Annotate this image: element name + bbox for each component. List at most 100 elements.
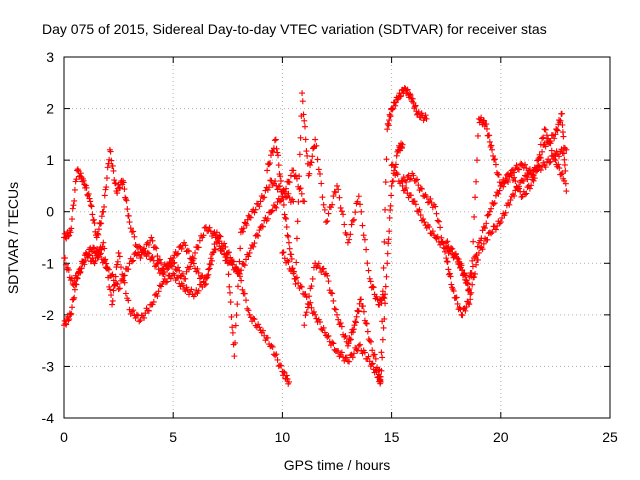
data-point <box>522 161 529 168</box>
data-point <box>232 339 239 346</box>
data-point <box>371 351 378 358</box>
data-point <box>286 245 293 252</box>
data-point <box>267 160 274 167</box>
data-point <box>347 336 354 343</box>
data-point <box>205 266 212 273</box>
data-point <box>336 194 343 201</box>
data-point <box>366 337 373 344</box>
data-point <box>321 206 328 213</box>
data-point <box>526 166 533 173</box>
data-point <box>353 346 360 353</box>
data-point <box>234 266 241 273</box>
data-point <box>259 327 266 334</box>
data-point <box>338 349 345 356</box>
data-point <box>66 316 73 323</box>
x-axis: 0 5 10 15 20 25 <box>60 57 618 445</box>
data-point <box>91 220 98 227</box>
data-point <box>486 208 493 215</box>
data-point <box>121 272 128 279</box>
data-point <box>343 354 350 361</box>
data-point <box>338 323 345 330</box>
data-point <box>412 201 419 208</box>
data-point <box>107 286 114 293</box>
data-point <box>385 236 392 243</box>
data-point <box>385 122 392 129</box>
data-point <box>283 215 290 222</box>
data-point <box>110 167 117 174</box>
data-point <box>454 255 461 262</box>
data-point <box>312 311 319 318</box>
data-point <box>298 283 305 290</box>
data-point <box>360 308 367 315</box>
data-point <box>250 315 257 322</box>
data-point <box>389 106 396 113</box>
data-point <box>344 239 351 246</box>
data-point <box>472 270 479 277</box>
data-point <box>293 259 300 266</box>
data-point <box>91 245 98 252</box>
data-point <box>556 165 563 172</box>
data-point <box>406 176 413 183</box>
data-point <box>303 309 310 316</box>
y-tick-label: 3 <box>46 49 54 65</box>
data-point <box>110 287 117 294</box>
data-point <box>232 322 239 329</box>
data-point <box>156 256 163 263</box>
data-point <box>149 237 156 244</box>
data-point <box>185 248 192 255</box>
data-point <box>332 306 339 313</box>
data-point <box>284 232 291 239</box>
data-point <box>94 245 101 252</box>
data-point <box>393 169 400 176</box>
data-point <box>376 366 383 373</box>
data-point <box>207 255 214 262</box>
data-point <box>355 342 362 349</box>
data-point <box>403 178 410 185</box>
data-point <box>212 246 219 253</box>
data-point <box>283 224 290 231</box>
data-point <box>269 207 276 214</box>
data-point <box>189 257 196 264</box>
data-point <box>284 257 291 264</box>
data-point <box>511 192 518 199</box>
data-point <box>335 186 342 193</box>
data-point <box>98 213 105 220</box>
data-point <box>558 171 565 178</box>
data-point <box>273 351 280 358</box>
data-point <box>363 320 370 327</box>
data-point <box>306 293 313 300</box>
data-point <box>399 182 406 189</box>
data-point <box>195 244 202 251</box>
data-point <box>118 264 125 271</box>
data-point <box>383 156 390 163</box>
data-point <box>369 283 376 290</box>
data-point <box>65 266 72 273</box>
data-point <box>541 126 548 133</box>
data-point <box>152 244 158 251</box>
data-point <box>96 251 103 258</box>
data-point <box>70 202 77 209</box>
data-point <box>461 271 468 278</box>
data-point <box>149 253 156 260</box>
data-point <box>552 131 559 138</box>
data-point <box>411 198 418 205</box>
data-point <box>409 95 416 102</box>
x-tick-label: 20 <box>493 429 509 445</box>
series-track-3 <box>61 167 308 293</box>
data-point <box>484 236 491 243</box>
data-point <box>230 258 237 265</box>
data-point <box>434 217 441 224</box>
series-track-8 <box>399 110 570 319</box>
data-point <box>87 202 94 209</box>
data-point <box>131 233 138 240</box>
data-point <box>417 185 424 192</box>
data-point <box>408 192 415 199</box>
data-point <box>182 275 189 282</box>
data-point <box>83 184 90 191</box>
data-point <box>256 227 263 234</box>
data-point <box>226 249 233 256</box>
data-point <box>112 180 119 187</box>
data-point <box>285 378 292 385</box>
data-point <box>394 171 401 178</box>
data-point <box>526 185 533 192</box>
